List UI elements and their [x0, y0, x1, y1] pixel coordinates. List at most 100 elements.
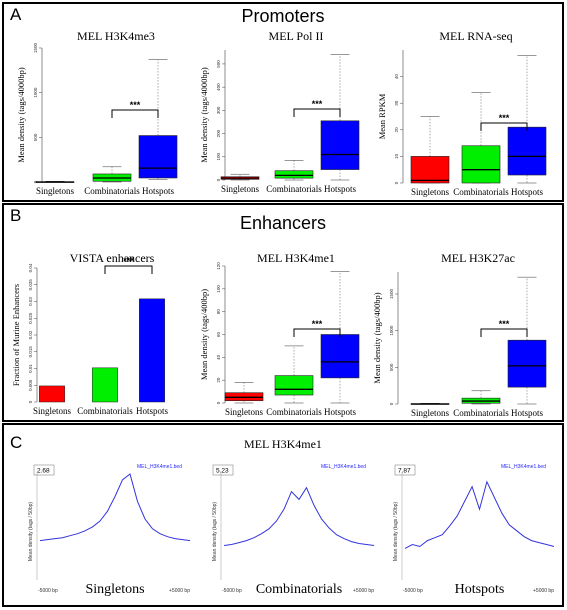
significance-bracket-a3 — [480, 122, 528, 131]
y-axis-label-b1: Fraction of Murine Enhancers — [11, 284, 21, 386]
category-label-a3-2: Hotspots — [511, 187, 544, 197]
category-label-b3-1: Combinatorials — [453, 408, 509, 418]
significance-bracket-a2 — [293, 108, 341, 117]
peak-value-c3: 7.87 — [398, 468, 411, 475]
y-tick-label-a1-1: 500 — [33, 133, 38, 141]
profile-line-c2 — [223, 486, 375, 546]
significance-bracket-a1 — [111, 109, 159, 118]
y-tick-label-a3-0: 0 — [394, 181, 399, 184]
y-tick-label-a1-0: 0 — [33, 180, 38, 183]
category-label-b3-2: Hotspots — [511, 408, 544, 418]
significance-stars-b3: *** — [499, 319, 510, 329]
box-a2-2 — [320, 120, 360, 170]
chart-title-b3: MEL H3K27ac — [441, 251, 515, 265]
y-tick-label-a3-1: 10 — [394, 153, 399, 159]
significance-stars-a3: *** — [499, 113, 510, 123]
significance-stars-b1: *** — [123, 256, 134, 266]
y-tick-label-a3-4: 40 — [394, 74, 399, 80]
category-label-b1-1: Combinatorials — [77, 406, 133, 416]
y-tick-label-a2-3: 300 — [216, 106, 221, 114]
y-tick-label-b2-1: 20 — [216, 377, 221, 383]
y-tick-label-a2-5: 500 — [216, 60, 221, 68]
y-tick-label-a2-0: 0 — [216, 178, 221, 181]
y-tick-label-a3-2: 20 — [394, 127, 399, 133]
y-tick-label-b1-3: 0.015 — [28, 346, 33, 358]
y-tick-label-b1-0: 0 — [28, 400, 33, 403]
y-axis-label-b3: Mean density (tags/400bp) — [372, 292, 382, 383]
category-label-a3-0: Singletons — [411, 187, 450, 197]
category-label-a1-2: Hotspots — [142, 186, 175, 196]
y-axis-label-a2: Mean density (tags/4000bp) — [199, 67, 209, 163]
bar-b1-2 — [139, 298, 165, 403]
y-tick-label-b2-4: 80 — [216, 309, 221, 315]
category-label-c3: Hotspots — [455, 582, 505, 597]
y-tick-label-b1-1: 0.005 — [28, 379, 33, 391]
y-tick-label-b3-0: 0 — [389, 402, 394, 405]
chart-title-a3: MEL RNA-seq — [439, 29, 512, 43]
peak-value-box-c3 — [394, 464, 416, 476]
box-a3-2 — [507, 126, 547, 176]
category-label-b1-2: Hotspots — [136, 406, 169, 416]
peak-value-c2: 5.23 — [216, 468, 229, 475]
y-tick-label-b1-4: 0.02 — [28, 330, 33, 339]
category-label-a2-0: Singletons — [221, 184, 260, 194]
significance-bracket-b1 — [104, 265, 153, 274]
y-tick-label-b3-1: 500 — [389, 363, 394, 371]
y-tick-label-a1-3: 1500 — [33, 42, 38, 53]
box-a1-2 — [138, 135, 178, 179]
category-label-c1: Singletons — [85, 582, 144, 597]
category-label-a1-0: Singletons — [36, 186, 75, 196]
box-b3-2 — [507, 339, 547, 388]
category-label-a2-1: Combinatorials — [266, 184, 322, 194]
y-tick-label-b2-2: 40 — [216, 354, 221, 360]
y-tick-label-b2-3: 60 — [216, 332, 221, 338]
y-tick-label-b3-3: 1500 — [389, 288, 394, 299]
significance-bracket-b2 — [293, 328, 341, 337]
panel-profiles: C MEL H3K4me1 — [2, 423, 564, 607]
category-label-b2-1: Combinatorials — [266, 407, 322, 417]
y-tick-label-b1-7: 0.035 — [28, 279, 33, 291]
panel-enhancers: B Enhancers — [2, 203, 564, 422]
panel-label-c: C — [10, 433, 23, 452]
panel-label-b: B — [10, 206, 22, 225]
category-label-c2: Combinatorials — [256, 582, 342, 597]
legend-c2: MEL_H3K4me1.bed — [321, 464, 366, 470]
significance-stars-a1: *** — [130, 100, 141, 110]
x-tick-start-c3: -5000 bp — [403, 588, 423, 594]
box-b2-2 — [320, 334, 360, 379]
panel-title-promoters: Promoters — [241, 6, 325, 26]
peak-value-box-c1 — [33, 464, 55, 476]
box-a3-0 — [410, 156, 450, 184]
category-label-b3-0: Singletons — [411, 408, 450, 418]
y-tick-label-b1-6: 0.03 — [28, 297, 33, 306]
significance-stars-b2: *** — [312, 319, 323, 329]
peak-value-c1: 2.68 — [37, 468, 50, 475]
y-tick-label-b3-2: 1000 — [389, 325, 394, 336]
profile-line-c1 — [39, 473, 191, 542]
y-tick-label-a1-2: 1000 — [33, 87, 38, 98]
significance-stars-a2: *** — [312, 99, 323, 109]
x-tick-end-c3: +5000 bp — [533, 588, 554, 594]
category-label-a1-1: Combinatorials — [84, 186, 140, 196]
panel-label-a: A — [10, 5, 22, 24]
y-tick-label-a3-3: 30 — [394, 100, 399, 106]
y-tick-label-b1-2: 0.01 — [28, 364, 33, 373]
chart-title-a1: MEL H3K4me3 — [77, 29, 155, 43]
peak-value-box-c2 — [212, 464, 234, 476]
chart-title-b2: MEL H3K4me1 — [257, 251, 335, 265]
category-label-a3-1: Combinatorials — [453, 187, 509, 197]
box-b2-1 — [274, 375, 314, 396]
y-axis-label-c3: Mean density (tags / 50bp) — [393, 502, 399, 562]
y-tick-label-b2-6: 120 — [216, 262, 221, 270]
x-tick-end-c1: +5000 bp — [169, 588, 190, 594]
category-label-b2-2: Hotspots — [324, 407, 357, 417]
panel-title-enhancers: Enhancers — [239, 213, 327, 233]
chart-title-a2: MEL Pol II — [269, 29, 324, 43]
y-tick-label-b2-5: 100 — [216, 285, 221, 293]
y-tick-label-b1-8: 0.04 — [28, 263, 33, 272]
category-label-b1-0: Singletons — [33, 406, 72, 416]
legend-c1: MEL_H3K4me1.bed — [137, 464, 182, 470]
legend-c3: MEL_H3K4me1.bed — [501, 464, 546, 470]
panel-promoters: A Promoters — [2, 2, 564, 202]
